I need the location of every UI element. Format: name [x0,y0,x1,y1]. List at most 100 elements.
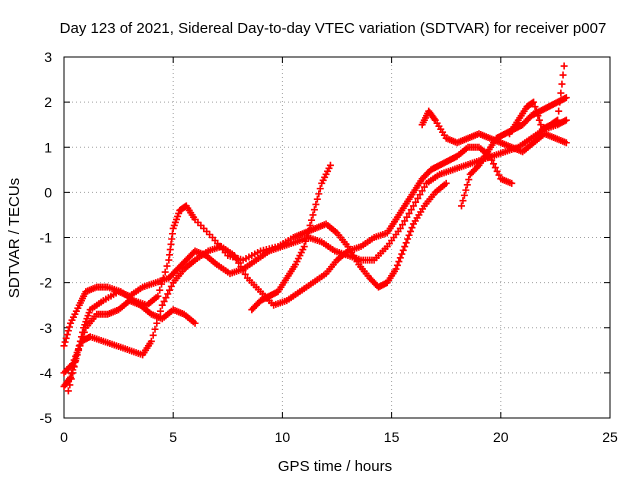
data-point [70,363,78,371]
data-point [66,381,74,389]
data-point [158,280,166,288]
data-point [77,337,85,345]
data-point [407,227,415,235]
data-point [531,103,539,111]
x-tick-label: 0 [60,429,68,445]
data-point [393,261,401,269]
data-point [405,209,413,217]
data-point [159,274,167,282]
data-point [156,286,164,294]
data-point [147,337,155,345]
data-point [79,333,87,341]
data-point [163,262,171,270]
data-point [405,231,413,239]
data-point [396,224,404,232]
data-point [75,346,83,354]
y-tick-label: -5 [40,410,53,426]
data-point [491,164,499,172]
data-point [562,139,570,147]
data-point [409,202,417,210]
data-point [403,213,411,221]
data-point [69,369,77,377]
data-point [315,190,323,198]
data-point [300,243,308,251]
data-point [65,323,73,331]
x-tick-label: 25 [602,429,618,445]
data-point [412,198,420,206]
data-point [559,71,567,79]
data-point [460,191,468,199]
series-track-8 [506,62,568,138]
data-point [80,328,88,336]
data-point [162,294,170,302]
data-point [239,267,247,275]
data-point [556,98,564,106]
data-point [76,342,84,350]
data-point [457,202,465,210]
data-point [532,107,540,115]
data-point [557,89,565,97]
data-point [562,94,570,102]
data-point [153,319,161,327]
y-tick-label: -3 [40,320,53,336]
data-point [560,62,568,70]
data-point [459,197,467,205]
data-point [392,265,400,273]
data-point [408,224,416,232]
data-point [149,331,157,339]
data-point [488,156,496,164]
x-tick-label: 20 [493,429,509,445]
data-point [73,351,81,359]
series-track-7 [457,94,570,210]
data-point [554,116,562,124]
data-point [430,115,438,123]
y-tick-label: 2 [44,94,52,110]
data-point [418,187,426,195]
data-point [64,327,72,335]
data-point [404,235,412,243]
data-point [558,80,566,88]
data-point [306,221,314,229]
data-point [62,334,70,342]
data-point [535,116,543,124]
data-point [191,319,199,327]
data-point [308,216,316,224]
data-point [160,297,168,305]
data-point [396,254,404,262]
data-point [416,191,424,199]
data-point [151,325,159,333]
x-tick-label: 10 [275,429,291,445]
data-point [230,252,238,260]
data-point [302,237,310,245]
data-point [72,357,80,365]
data-point [158,301,166,309]
data-point [154,292,162,300]
series-track-2 [60,179,450,350]
x-axis-label: GPS time / hours [278,458,392,475]
y-tick-label: 0 [44,184,52,200]
y-tick-label: -4 [40,365,53,381]
data-point [399,246,407,254]
data-point [402,239,410,247]
data-point [534,112,542,120]
x-tick-label: 5 [169,429,177,445]
y-tick-label: -2 [40,275,53,291]
data-marks [60,62,570,395]
data-point [156,307,164,315]
y-tick-label: -1 [40,230,53,246]
data-point [401,217,409,225]
series-track-5 [248,161,334,314]
data-point [465,176,473,184]
data-point [313,195,321,203]
data-point [463,181,471,189]
data-point [493,167,501,175]
data-point [237,263,245,271]
y-axis-label: SDTVAR / TECUs [6,178,23,298]
data-point [60,342,68,350]
data-point [309,211,317,219]
data-point [235,259,243,267]
data-point [167,282,175,290]
data-point [67,375,75,383]
x-tick-label: 15 [384,429,400,445]
